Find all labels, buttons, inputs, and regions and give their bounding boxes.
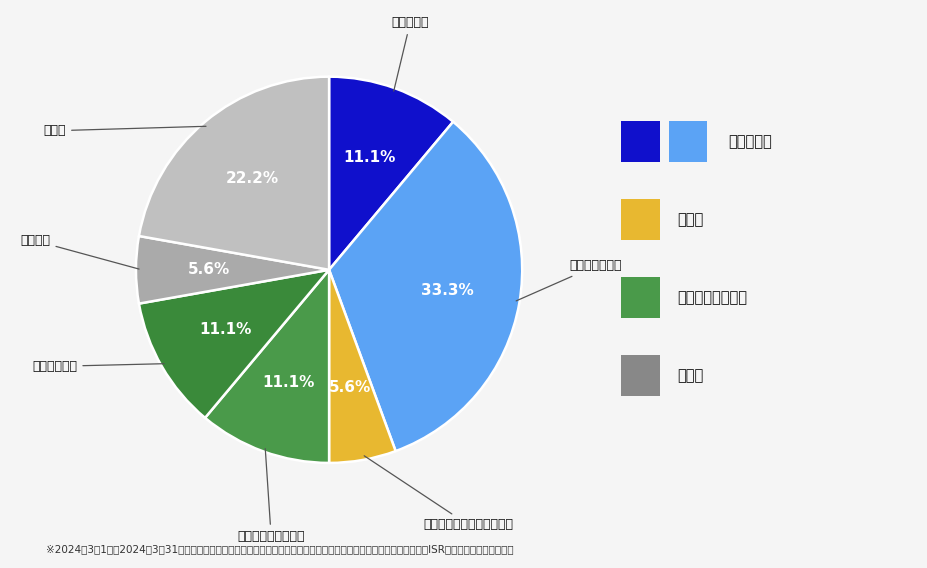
Wedge shape	[205, 270, 329, 463]
Text: 設定不備: 設定不備	[20, 235, 139, 269]
Text: 11.1%: 11.1%	[199, 322, 251, 337]
Text: 11.1%: 11.1%	[262, 375, 314, 390]
Text: ※2024年3月1日～2024年3月31日までに企業や団体がプレスリリース等で発表したサイバー攻撃関連の被害報告を基に、ISRが独自で集計して作成。: ※2024年3月1日～2024年3月31日までに企業や団体がプレスリリース等で発…	[46, 544, 514, 554]
Bar	[621, 121, 660, 162]
Text: その他: その他	[678, 368, 704, 383]
Text: ペイメントアプリの改ざん: ペイメントアプリの改ざん	[364, 456, 514, 531]
Wedge shape	[329, 77, 453, 270]
Wedge shape	[329, 122, 522, 451]
Wedge shape	[329, 270, 396, 463]
Text: 22.2%: 22.2%	[225, 170, 279, 186]
Wedge shape	[139, 77, 329, 270]
Wedge shape	[139, 270, 329, 418]
Bar	[621, 356, 660, 396]
Wedge shape	[136, 236, 329, 304]
Text: 5.6%: 5.6%	[329, 380, 371, 395]
Text: 脆弱性: 脆弱性	[678, 212, 704, 227]
Text: 不正ログイン／悪用: 不正ログイン／悪用	[237, 449, 305, 543]
Text: マルウェア: マルウェア	[728, 134, 771, 149]
Text: 11.1%: 11.1%	[344, 150, 396, 165]
Text: 5.6%: 5.6%	[188, 262, 231, 277]
Text: マルウェア: マルウェア	[391, 16, 429, 91]
Text: 33.3%: 33.3%	[421, 283, 474, 298]
Text: フィッシング: フィッシング	[32, 360, 164, 373]
Text: ランサムウェア: ランサムウェア	[516, 260, 622, 301]
Bar	[668, 121, 707, 162]
Bar	[621, 199, 660, 240]
Text: 調査中: 調査中	[44, 124, 206, 137]
Text: アカウントの悪用: アカウントの悪用	[678, 290, 747, 305]
Bar	[621, 277, 660, 318]
